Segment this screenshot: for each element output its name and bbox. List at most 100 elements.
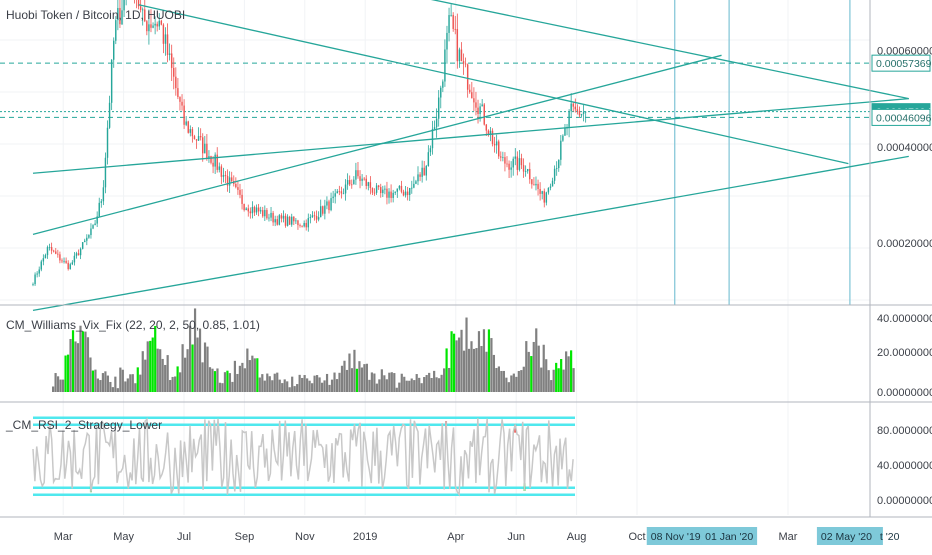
candle-body <box>330 198 332 211</box>
candle-body <box>386 188 388 198</box>
rsi-tick-label: 80.00000000 <box>877 425 932 437</box>
vix-bar <box>251 355 254 392</box>
candle-body <box>183 105 185 125</box>
candle-body <box>67 262 69 270</box>
candle-body <box>38 269 40 274</box>
vix-bar <box>241 362 244 392</box>
candle-body <box>506 163 508 165</box>
candle-body <box>218 166 221 170</box>
candle-body <box>44 255 47 259</box>
vix-bar <box>119 367 122 392</box>
candle-body <box>363 178 365 180</box>
trend-lines[interactable] <box>32 0 909 312</box>
vix-bar <box>301 377 304 392</box>
candle-body <box>208 156 210 159</box>
candle-body <box>206 143 208 159</box>
trend-line <box>138 4 849 165</box>
vix-bar <box>109 381 112 392</box>
candle-body <box>48 247 51 248</box>
candle-body <box>104 157 107 188</box>
candle-body <box>59 254 61 261</box>
candle-body <box>344 184 347 194</box>
candle-body <box>284 215 287 226</box>
candle-body <box>175 76 177 89</box>
candle-body <box>303 222 305 227</box>
vix-bar <box>149 340 152 392</box>
vix-bar <box>291 376 294 392</box>
candle-body <box>88 235 90 238</box>
vix-bar <box>378 379 381 392</box>
vix-bar <box>428 372 431 392</box>
candle-body <box>371 188 374 193</box>
vix-bar <box>176 366 179 392</box>
time-tick-label: May <box>113 531 134 543</box>
candle-body <box>334 193 336 197</box>
vix-bar <box>338 372 341 392</box>
vix-bar <box>196 337 199 392</box>
vix-bar <box>315 375 319 392</box>
candle-body <box>419 174 421 177</box>
vix-bar <box>231 381 234 392</box>
vix-bar <box>56 376 60 392</box>
candle-body <box>266 209 268 219</box>
time-tick-label: Jun <box>507 531 525 543</box>
vix-bar <box>52 386 55 392</box>
candle-body <box>239 189 241 195</box>
vix-bar <box>206 346 209 392</box>
candle-body <box>113 40 115 60</box>
vix-indicator-label[interactable]: CM_Williams_Vix_Fix (22, 20, 2, 50, 0.85… <box>6 318 260 332</box>
candle-body <box>365 178 367 186</box>
candle-body <box>94 223 96 226</box>
vix-bar <box>223 372 227 392</box>
candle-body <box>491 130 494 144</box>
rsi-tick-label: 0.00000000 <box>877 495 932 507</box>
vix-bar <box>467 348 471 392</box>
candle-body <box>71 262 74 265</box>
candle-body <box>396 188 399 192</box>
vix-bar <box>537 345 540 392</box>
vix-bar <box>226 370 229 392</box>
candle-body <box>442 81 444 88</box>
rsi-indicator-label[interactable]: _CM_RSI_2_Strategy_Lower <box>6 418 163 432</box>
time-badge-label: 01 Jan '20 <box>705 531 753 543</box>
candle-body <box>541 191 543 194</box>
candle-body <box>152 25 154 28</box>
candle-body <box>299 225 301 226</box>
candle-body <box>384 188 386 190</box>
vix-bar <box>460 329 463 392</box>
candle-body <box>154 23 156 26</box>
vix-bar <box>266 373 269 392</box>
candle-body <box>359 176 361 181</box>
candle-body <box>262 210 264 217</box>
vix-bar <box>171 376 174 392</box>
candle-body <box>529 168 531 180</box>
candle-body <box>317 217 320 220</box>
vix-bar <box>136 367 139 392</box>
candle-body <box>498 141 500 157</box>
vix-bar <box>532 341 535 392</box>
vix-bar <box>455 340 458 392</box>
vix-bar <box>183 357 187 392</box>
candle-body <box>280 215 283 219</box>
trend-line <box>32 54 722 235</box>
vix-bar <box>276 372 279 392</box>
candle-body <box>380 187 382 194</box>
vix-bar <box>552 369 555 392</box>
candle-body <box>545 192 548 203</box>
vix-bar <box>96 378 100 392</box>
candle-body <box>413 183 415 188</box>
candle-body <box>369 182 372 189</box>
candle-body <box>485 124 488 131</box>
candle-body <box>555 168 558 169</box>
vix-bar <box>507 382 510 392</box>
candle-body <box>435 118 438 128</box>
candle-body <box>495 141 498 146</box>
candle-body <box>514 156 517 159</box>
pane-separators <box>0 0 932 518</box>
vix-bar <box>186 349 189 392</box>
vix-bar <box>490 338 493 392</box>
candle-body <box>361 178 363 181</box>
candle-body <box>584 111 587 113</box>
candle-body <box>469 89 471 93</box>
